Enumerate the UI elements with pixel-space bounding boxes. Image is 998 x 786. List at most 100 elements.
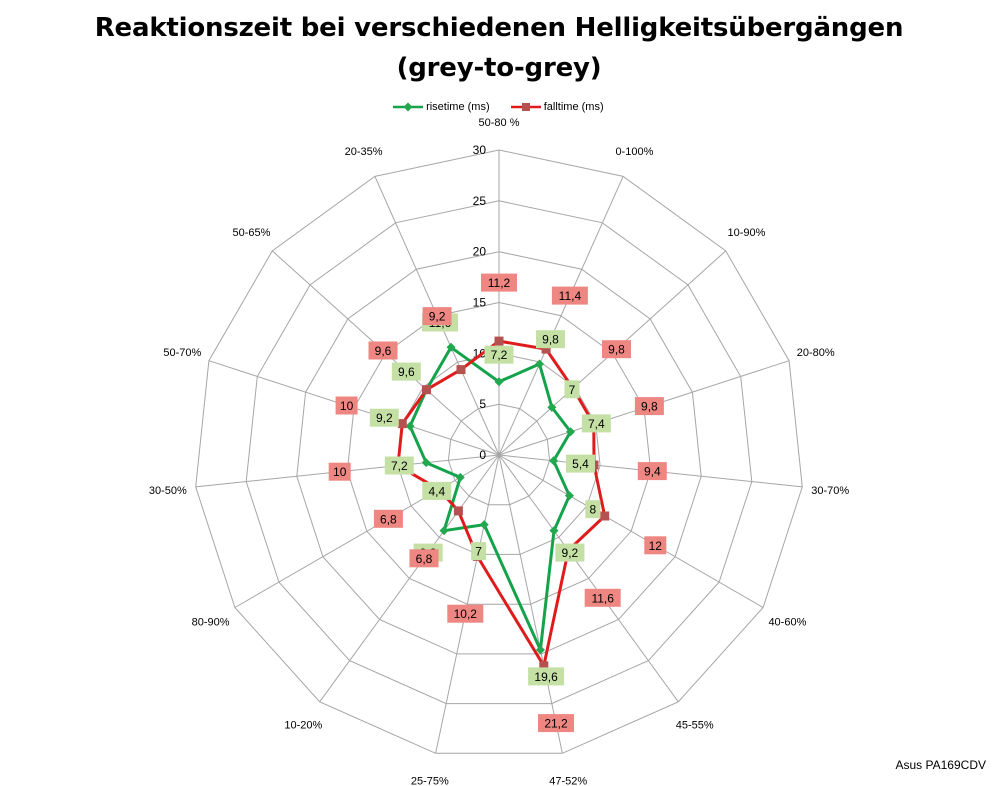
falltime-data-labels: 11,2 11,4 9,8 9,8 9,4 12 11,6 21,2 10,2 6,8 6,8 10 1… <box>328 273 667 733</box>
grid-spoke <box>234 454 500 608</box>
falltime-point <box>422 385 431 395</box>
radial-tick-label: 0 <box>479 448 486 462</box>
radial-tick-label: 5 <box>479 397 486 411</box>
falltime-point <box>494 336 504 346</box>
falltime-data-label-bg <box>637 462 667 481</box>
risetime-data-label: 7 <box>475 545 482 559</box>
falltime-data-label-bg <box>551 286 588 305</box>
legend: risetime (ms) falltime (ms) <box>393 101 622 117</box>
category-label: 25-75% <box>411 776 449 786</box>
falltime-point <box>453 506 463 516</box>
risetime-data-label-bg <box>581 414 611 433</box>
falltime-line <box>396 339 607 668</box>
chart-title: Reaktionszeit bei verschiedenen Helligke… <box>0 8 998 88</box>
grid-ring <box>346 301 652 605</box>
legend-falltime-label: falltime (ms) <box>543 101 604 114</box>
falltime-data-label: 9,8 <box>608 343 625 357</box>
risetime-data-label: 9,6 <box>398 365 415 379</box>
risetime-point <box>547 402 557 412</box>
risetime-data-label: 9,8 <box>542 333 559 347</box>
grid-ring <box>245 200 753 705</box>
falltime-data-label: 11,4 <box>559 289 582 303</box>
category-label: 45-55% <box>676 719 714 731</box>
falltime-data-label: 12 <box>649 539 663 553</box>
risetime-data-label-bg <box>471 542 487 561</box>
falltime-data-label-bg <box>602 340 631 359</box>
risetime-data-labels: 7,2 9,8 7 7,4 5,4 8 9,2 19,6 7 9,2 4,4 7,2 9,2 9,6 11,… <box>369 313 611 686</box>
falltime-data-label: 10 <box>333 465 347 479</box>
falltime-data-label: 9,2 <box>429 310 446 324</box>
falltime-data-label-bg <box>644 536 667 555</box>
category-label: 30-70% <box>811 485 849 497</box>
legend-risetime-label: risetime (ms) <box>426 101 490 114</box>
category-label: 20-35% <box>345 146 383 158</box>
risetime-point <box>479 520 489 530</box>
falltime-data-label: 10,2 <box>454 607 478 621</box>
radar-grid <box>195 149 803 754</box>
radial-tick-label: 30 <box>473 143 487 157</box>
falltime-data-label: 6,8 <box>380 512 397 526</box>
falltime-data-label-bg <box>328 462 351 481</box>
risetime-data-label-bg <box>384 456 414 475</box>
category-label: 20-80% <box>797 347 835 359</box>
risetime-data-label-bg <box>555 543 585 562</box>
category-label: 47-52% <box>549 776 587 786</box>
risetime-data-label: 5,4 <box>572 457 589 471</box>
risetime-data-label-bg <box>422 481 452 500</box>
falltime-data-label-bg <box>368 341 398 360</box>
falltime-data-label: 11,6 <box>591 591 614 605</box>
risetime-data-label: 7,4 <box>588 417 605 431</box>
category-label: 10-20% <box>284 719 322 731</box>
grid-spoke <box>498 454 764 608</box>
falltime-data-label: 9,8 <box>641 400 658 414</box>
risetime-data-label: 7 <box>569 383 576 397</box>
falltime-data-label: 6,8 <box>416 552 433 566</box>
risetime-point <box>535 359 545 369</box>
risetime-point <box>535 645 545 655</box>
falltime-data-label-bg <box>538 714 574 733</box>
risetime-point <box>455 472 465 482</box>
radial-tick-label: 15 <box>473 296 487 310</box>
risetime-data-label-bg <box>564 380 580 399</box>
risetime-point <box>549 526 559 536</box>
falltime-data-label-bg <box>409 549 439 568</box>
falltime-data-label: 11,2 <box>488 276 511 290</box>
risetime-data-label-bg <box>528 667 565 686</box>
falltime-point <box>600 511 610 521</box>
risetime-data-label: 9,2 <box>376 411 393 425</box>
falltime-data-label: 10 <box>340 399 354 413</box>
falltime-data-label: 9,6 <box>375 344 392 358</box>
risetime-point <box>439 526 449 536</box>
falltime-point <box>539 661 549 671</box>
risetime-data-label-bg <box>391 362 421 381</box>
risetime-point <box>564 491 574 501</box>
risetime-data-label: 8 <box>590 503 597 517</box>
series-risetime <box>405 342 576 655</box>
grid-spoke <box>435 454 500 754</box>
chart-title-line-1: Reaktionszeit bei verschiedenen Helligke… <box>94 13 904 43</box>
category-labels: 50-80 % 0-100% 10-90% 20-80% 30-70% 40-60% 45-… <box>149 117 850 786</box>
risetime-data-label-bg <box>484 345 514 364</box>
falltime-data-label: 9,4 <box>644 465 661 479</box>
risetime-data-label: 19,6 <box>534 670 558 684</box>
risetime-point <box>549 456 559 466</box>
risetime-data-label-bg <box>566 454 595 473</box>
falltime-point <box>456 365 466 375</box>
risetime-point <box>421 458 431 468</box>
risetime-data-label: 7,2 <box>491 348 508 362</box>
radial-tick-label: 20 <box>473 245 487 259</box>
category-label: 80-90% <box>192 617 230 629</box>
credit-label: Asus PA169CDV <box>895 758 987 772</box>
falltime-point <box>397 419 407 429</box>
grid-ring <box>195 149 803 754</box>
chart-title-line-2: (grey-to-grey) <box>396 53 602 83</box>
risetime-data-label-bg <box>369 408 399 427</box>
grid-spoke <box>498 176 624 456</box>
grid-ring <box>447 403 551 506</box>
falltime-data-label-bg <box>335 396 358 415</box>
grid-spoke <box>319 454 500 703</box>
falltime-data-label-bg <box>422 307 452 326</box>
category-label: 0-100% <box>615 146 653 158</box>
falltime-data-label: 21,2 <box>544 717 568 731</box>
